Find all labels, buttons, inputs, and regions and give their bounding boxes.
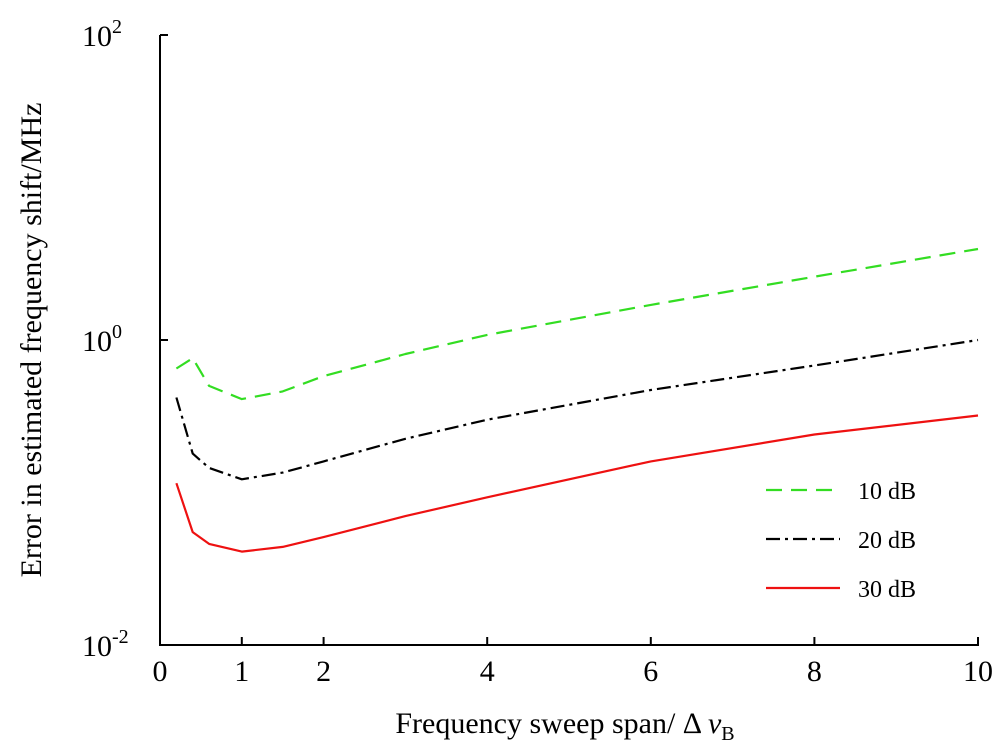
x-tick-label: 2 bbox=[316, 655, 331, 688]
series-line-1 bbox=[175, 247, 979, 401]
y-ticks: 10-2 100 102 bbox=[82, 16, 168, 663]
x-tick-label: 4 bbox=[480, 655, 495, 688]
x-axis-label-text: Frequency sweep span/ Δ bbox=[395, 707, 708, 740]
y-tick-label: 10-2 bbox=[82, 626, 129, 663]
series-line-3 bbox=[175, 414, 979, 553]
series-line-2 bbox=[175, 338, 979, 481]
x-axis-label-symbol: ν bbox=[708, 707, 722, 740]
x-tick-label: 6 bbox=[643, 655, 658, 688]
series-group bbox=[175, 247, 979, 553]
x-tick-label: 8 bbox=[807, 655, 822, 688]
x-tick-label: 10 bbox=[963, 655, 993, 688]
legend-label-2: 20 dB bbox=[858, 528, 916, 554]
x-tick-label: 0 bbox=[153, 655, 168, 688]
y-axis-label: Error in estimated frequency shift/MHz bbox=[15, 103, 48, 578]
x-axis-label: Frequency sweep span/ Δ νB bbox=[395, 707, 734, 745]
legend-label-1: 10 dB bbox=[858, 479, 916, 505]
legend-label-3: 30 dB bbox=[858, 577, 916, 603]
x-axis-label-subscript: B bbox=[721, 723, 734, 745]
y-tick-label: 100 bbox=[82, 321, 122, 358]
legend: 10 dB 20 dB 30 dB bbox=[766, 479, 916, 603]
y-tick-label: 102 bbox=[82, 16, 122, 53]
x-ticks: 0 1 2 4 6 8 10 bbox=[153, 637, 993, 688]
x-tick-label: 1 bbox=[234, 655, 249, 688]
